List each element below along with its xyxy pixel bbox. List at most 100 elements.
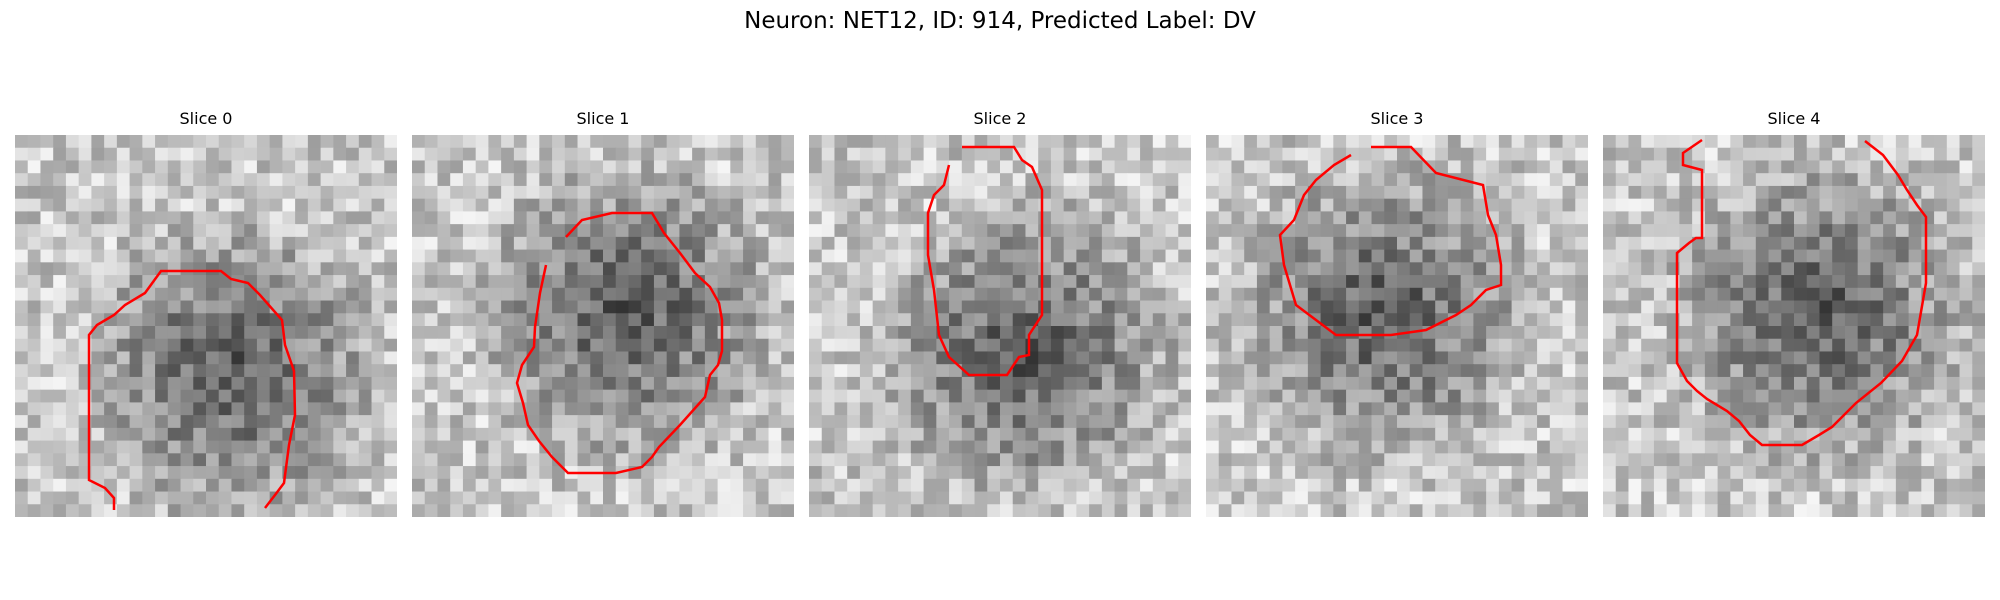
pixel bbox=[307, 478, 322, 493]
pixel bbox=[65, 415, 80, 429]
pixel bbox=[1025, 224, 1039, 238]
pixel bbox=[1832, 198, 1846, 212]
pixel bbox=[180, 224, 194, 238]
pixel bbox=[1883, 275, 1897, 289]
pixel bbox=[1063, 351, 1077, 365]
pixel bbox=[412, 466, 426, 480]
pixel bbox=[961, 466, 976, 480]
pixel bbox=[1384, 287, 1398, 302]
pixel bbox=[116, 389, 131, 403]
pixel bbox=[333, 415, 347, 429]
pixel bbox=[1704, 491, 1719, 505]
pixel bbox=[552, 466, 566, 480]
pixel bbox=[768, 135, 782, 149]
pixel bbox=[437, 160, 451, 174]
pixel bbox=[384, 453, 397, 467]
pixel bbox=[1615, 351, 1630, 365]
pixel bbox=[781, 173, 794, 187]
pixel bbox=[1806, 262, 1821, 276]
pixel bbox=[256, 478, 271, 493]
pixel bbox=[501, 326, 515, 340]
pixel bbox=[1256, 160, 1271, 174]
pixel bbox=[1397, 389, 1411, 403]
pixel bbox=[333, 135, 347, 149]
pixel bbox=[1165, 185, 1179, 200]
pixel bbox=[987, 300, 1001, 314]
pixel bbox=[1140, 440, 1154, 454]
pixel bbox=[704, 466, 719, 480]
pixel bbox=[1575, 160, 1588, 174]
pixel bbox=[1473, 440, 1487, 454]
pixel bbox=[1346, 275, 1360, 289]
pixel bbox=[1844, 185, 1859, 200]
pixel bbox=[282, 478, 296, 493]
pixel bbox=[206, 466, 220, 480]
pixel bbox=[129, 478, 143, 493]
pixel bbox=[333, 211, 347, 225]
pixel bbox=[704, 453, 719, 467]
pixel bbox=[590, 249, 604, 263]
pixel bbox=[1460, 287, 1474, 302]
pixel bbox=[1575, 249, 1588, 263]
pixel bbox=[462, 313, 477, 327]
pixel bbox=[1140, 135, 1154, 149]
pixel bbox=[1628, 504, 1642, 517]
pixel bbox=[1140, 236, 1154, 251]
pixel bbox=[450, 198, 464, 212]
pixel bbox=[475, 389, 489, 403]
pixel bbox=[1127, 211, 1141, 225]
pixel bbox=[1498, 478, 1513, 493]
pixel bbox=[936, 491, 950, 505]
pixel bbox=[1653, 211, 1668, 225]
pixel bbox=[641, 402, 655, 416]
pixel bbox=[358, 351, 373, 365]
pixel bbox=[1934, 313, 1948, 327]
pixel bbox=[781, 478, 794, 493]
pixel bbox=[371, 427, 385, 442]
pixel bbox=[231, 262, 245, 276]
pixel bbox=[1422, 466, 1436, 480]
pixel bbox=[1409, 185, 1424, 200]
pixel bbox=[898, 224, 912, 238]
pixel bbox=[358, 135, 373, 149]
pixel bbox=[1946, 491, 1961, 505]
pixel bbox=[1244, 376, 1258, 391]
pixel bbox=[231, 491, 245, 505]
pixel bbox=[1206, 135, 1220, 149]
pixel bbox=[615, 147, 630, 162]
pixel bbox=[1089, 313, 1103, 327]
pixel bbox=[424, 466, 439, 480]
pixel bbox=[384, 185, 397, 200]
pixel bbox=[1768, 185, 1782, 200]
pixel bbox=[1165, 300, 1179, 314]
pixel bbox=[1524, 466, 1538, 480]
pixel bbox=[15, 262, 29, 276]
pixel bbox=[129, 249, 143, 263]
pixel bbox=[1320, 160, 1334, 174]
pixel bbox=[1447, 402, 1462, 416]
pixel bbox=[1946, 211, 1961, 225]
pixel bbox=[768, 160, 782, 174]
pixel bbox=[256, 427, 271, 442]
pixel bbox=[755, 236, 770, 251]
pixel bbox=[1781, 478, 1795, 493]
pixel bbox=[1679, 351, 1693, 365]
pixel bbox=[1486, 173, 1500, 187]
pixel bbox=[40, 415, 54, 429]
pixel bbox=[218, 287, 233, 302]
pixel bbox=[1562, 491, 1576, 505]
pixel bbox=[821, 427, 836, 442]
pixel bbox=[501, 249, 515, 263]
pixel bbox=[1333, 478, 1347, 493]
pixel bbox=[1730, 147, 1744, 162]
pixel bbox=[1946, 275, 1961, 289]
pixel bbox=[488, 173, 502, 187]
pixel bbox=[1575, 135, 1588, 149]
pixel bbox=[923, 427, 937, 442]
pixel bbox=[1269, 338, 1283, 353]
pixel bbox=[910, 173, 925, 187]
pixel bbox=[1972, 236, 1985, 251]
pixel bbox=[641, 351, 655, 365]
pixel bbox=[206, 147, 220, 162]
pixel bbox=[974, 211, 988, 225]
